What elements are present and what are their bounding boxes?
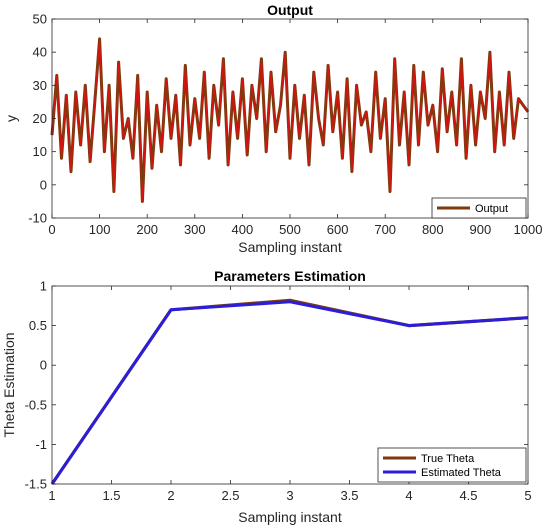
x-tick-label: 500 [279, 222, 301, 237]
y-tick-label: -1 [35, 437, 47, 452]
y-tick-label: 20 [33, 111, 47, 126]
legend-entry: Estimated Theta [421, 467, 502, 479]
y-tick-label: 1 [40, 279, 47, 294]
x-tick-label: 0 [48, 222, 55, 237]
x-tick-label: 2.5 [221, 488, 239, 503]
chart-title: Parameters Estimation [214, 268, 366, 284]
x-tick-label: 400 [232, 222, 254, 237]
x-tick-label: 900 [470, 222, 492, 237]
y-axis-label: Theta Estimation [1, 332, 17, 437]
x-tick-label: 4.5 [459, 488, 477, 503]
y-tick-label: 40 [33, 45, 47, 60]
x-tick-label: 5 [524, 488, 531, 503]
y-tick-label: 0 [40, 177, 47, 192]
x-tick-label: 300 [184, 222, 206, 237]
x-tick-label: 3 [286, 488, 293, 503]
x-tick-label: 4 [405, 488, 412, 503]
y-tick-label: 0.5 [29, 318, 47, 333]
y-tick-label: 50 [33, 12, 47, 27]
legend-entry: True Theta [421, 453, 475, 465]
y-tick-label: -0.5 [25, 397, 47, 412]
x-axis-label: Sampling instant [238, 239, 342, 255]
x-tick-label: 700 [374, 222, 396, 237]
y-tick-label: 10 [33, 144, 47, 159]
chart-title: Output [267, 2, 313, 18]
x-tick-label: 200 [136, 222, 158, 237]
legend-entry: Output [475, 203, 508, 215]
legend-box [377, 447, 527, 483]
x-tick-label: 3.5 [340, 488, 358, 503]
legend: True Theta Estimated Theta [377, 447, 527, 483]
x-axis-label: Sampling instant [238, 509, 342, 525]
x-tick-label: 1 [48, 488, 55, 503]
series-line-overlay [51, 38, 529, 202]
y-tick-label: -10 [28, 211, 47, 226]
chart-2: 1 1.5 2 2.5 3 3.5 4 4.5 5 -1.5 -1 -0.5 0 0.5 1 Paramete… [1, 268, 532, 525]
legend-box [431, 197, 527, 219]
chart-1: 0 100 200 300 400 500 600 700 800 900 1000-1001020… [3, 2, 542, 255]
y-tick-label: 30 [33, 78, 47, 93]
y-axis-label: y [3, 115, 19, 122]
x-tick-label: 1.5 [102, 488, 120, 503]
legend: Output [431, 197, 527, 219]
x-tick-label: 1000 [514, 222, 543, 237]
x-tick-label: 2 [167, 488, 174, 503]
x-tick-label: 100 [89, 222, 111, 237]
series-line-estimated-theta [50, 300, 529, 485]
y-tick-label: -1.5 [25, 477, 47, 492]
y-tick-label: 0 [40, 358, 47, 373]
x-tick-label: 600 [327, 222, 349, 237]
x-tick-label: 800 [422, 222, 444, 237]
